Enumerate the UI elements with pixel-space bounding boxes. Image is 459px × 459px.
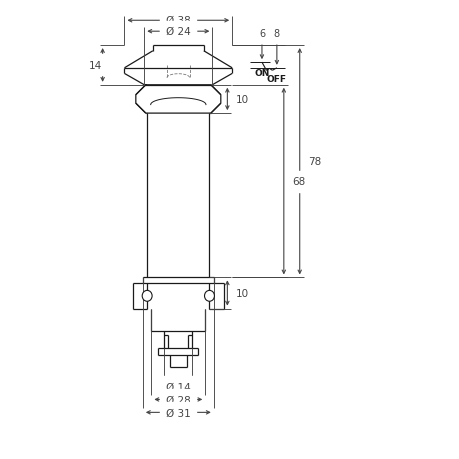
- Text: 14: 14: [89, 61, 102, 71]
- Text: Ø 38: Ø 38: [166, 16, 190, 26]
- Text: OFF: OFF: [266, 74, 286, 84]
- Text: Ø 14: Ø 14: [166, 382, 190, 392]
- Text: Ø 31: Ø 31: [166, 408, 190, 417]
- Text: 8: 8: [273, 29, 280, 39]
- Text: 10: 10: [236, 95, 249, 105]
- Ellipse shape: [142, 291, 152, 302]
- Text: 78: 78: [307, 157, 320, 167]
- Polygon shape: [124, 46, 232, 85]
- Text: 6: 6: [258, 29, 264, 39]
- Text: ON: ON: [254, 69, 269, 78]
- Text: Ø 24: Ø 24: [166, 27, 190, 37]
- Text: Ø 28: Ø 28: [166, 395, 190, 404]
- Polygon shape: [135, 85, 220, 114]
- Text: 68: 68: [291, 177, 304, 187]
- Ellipse shape: [204, 291, 214, 302]
- Text: 10: 10: [236, 288, 249, 298]
